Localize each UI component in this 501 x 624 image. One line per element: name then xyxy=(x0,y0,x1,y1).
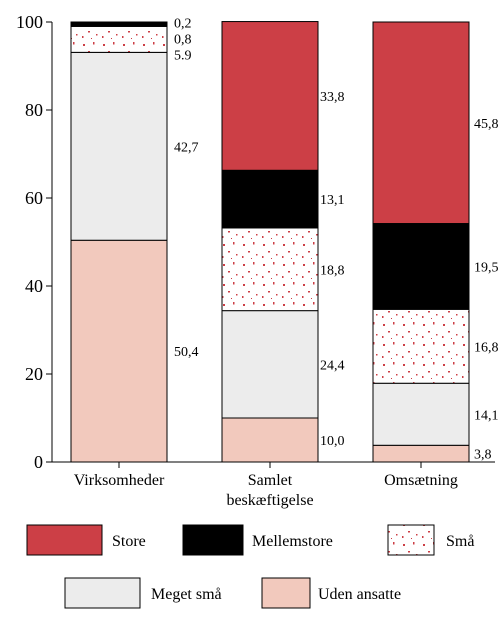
bar-segment-uden-ansatte xyxy=(70,239,168,463)
y-tick-label: 20 xyxy=(25,364,43,384)
y-tick-label: 60 xyxy=(25,188,43,208)
legend-swatch-sma xyxy=(387,524,435,556)
data-label: 0,8 xyxy=(174,32,192,47)
bar-segment-sma xyxy=(70,25,168,53)
data-label: 18,8 xyxy=(320,263,345,278)
bar-segment-uden-ansatte xyxy=(221,417,319,463)
legend-swatch-store xyxy=(26,524,103,556)
bar-segment-mellemstore xyxy=(221,169,319,229)
bar-segment-sma xyxy=(221,227,319,312)
legend: Store Mellemstore Små Meget små Uden ansatte xyxy=(26,524,474,609)
bars xyxy=(70,21,470,463)
value-labels: 50,4 42,7 5.90,80,2 10,0 24,4 18,8 13,1 33,8 3,8… xyxy=(174,16,499,462)
legend-label: Mellemstore xyxy=(252,533,333,550)
y-tick-label: 80 xyxy=(25,100,43,120)
legend-swatch-uden-ansatte xyxy=(261,577,311,609)
x-tick-label: Virksomheder xyxy=(74,472,165,489)
bar-segment-meget-sma xyxy=(372,382,470,446)
x-tick-label: Omsætning xyxy=(384,472,458,489)
bar-segment-store xyxy=(221,21,319,171)
axes: 0 20 40 60 80 100 Virksomheder Samlet beskæftige… xyxy=(16,12,495,509)
bar-segment-sma xyxy=(372,308,470,384)
legend-swatch-meget-sma xyxy=(64,577,141,609)
bar-segment-uden-ansatte xyxy=(372,444,470,463)
legend-label: Små xyxy=(446,533,474,550)
bar-segment-mellemstore xyxy=(70,22,168,27)
data-label: 10,0 xyxy=(320,434,345,449)
data-label: 19,5 xyxy=(474,260,499,275)
data-label: 24,4 xyxy=(320,358,345,373)
legend-label: Uden ansatte xyxy=(318,586,401,603)
y-tick-label: 100 xyxy=(16,12,43,32)
y-tick-label: 40 xyxy=(25,276,43,296)
legend-label: Meget små xyxy=(151,586,222,603)
bar-segment-store xyxy=(70,21,168,24)
data-label: 14,1 xyxy=(474,408,499,423)
bar-segment-meget-sma xyxy=(221,310,319,419)
data-label: 5.9 xyxy=(174,48,192,63)
x-tick-label: Samlet xyxy=(248,472,293,489)
data-label: 13,1 xyxy=(320,193,345,208)
data-label: 42,7 xyxy=(174,140,199,155)
x-tick-label: beskæftigelse xyxy=(226,492,313,509)
y-tick-label: 0 xyxy=(34,452,43,472)
data-label: 16,8 xyxy=(474,340,499,355)
data-label: 33,8 xyxy=(320,90,345,105)
legend-swatch-mellemstore xyxy=(182,524,244,556)
bar-segment-mellemstore xyxy=(372,223,470,310)
data-label: 0,2 xyxy=(174,16,192,31)
data-label: 45,8 xyxy=(474,117,499,132)
data-label: 50,4 xyxy=(174,345,199,360)
data-label: 3,8 xyxy=(474,448,492,463)
legend-label: Store xyxy=(112,533,146,550)
bar-segment-store xyxy=(372,21,470,225)
bar-segment-meget-sma xyxy=(70,51,168,241)
